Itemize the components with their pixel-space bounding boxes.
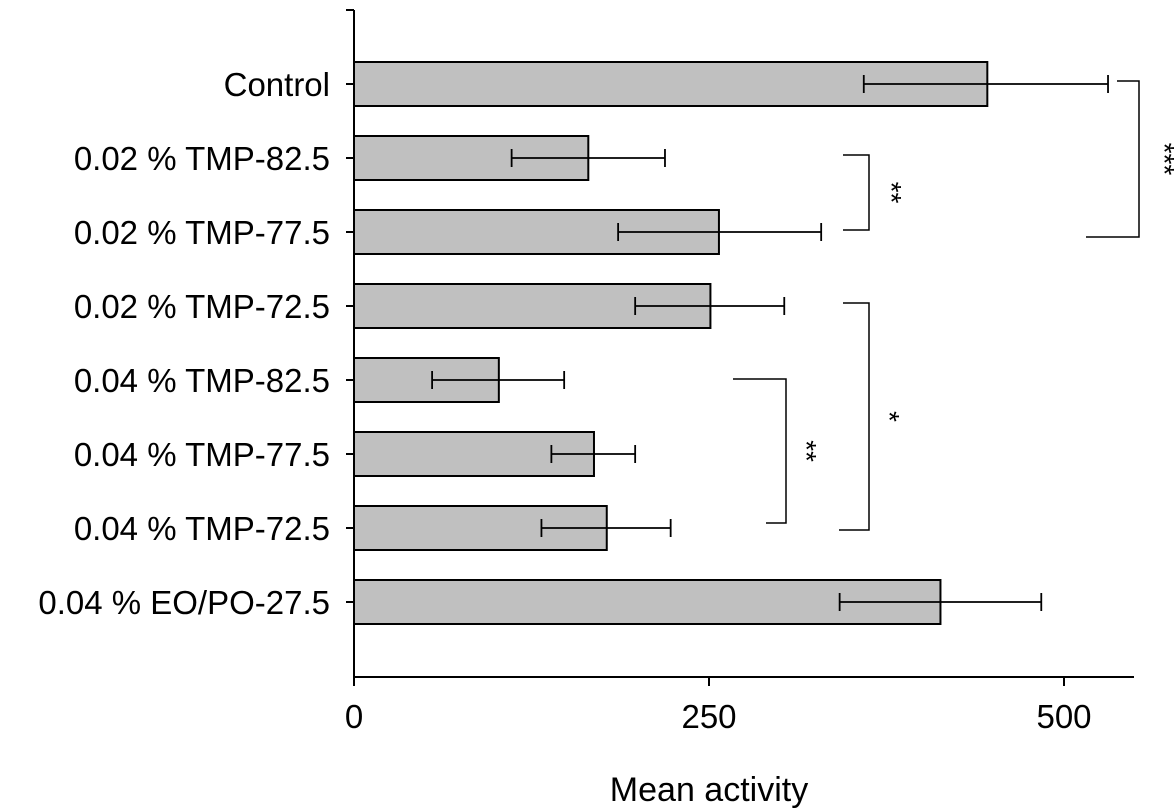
category-label-3: 0.02 % TMP-72.5 xyxy=(74,288,330,325)
significance-label-2: * xyxy=(874,411,905,422)
tick-label-0: 0 xyxy=(345,698,363,735)
category-label-4: 0.04 % TMP-82.5 xyxy=(74,362,330,399)
x-axis-label: Mean activity xyxy=(610,771,808,809)
significance-label-0: *** xyxy=(1149,143,1174,176)
error-bars-group xyxy=(431,75,1109,611)
category-label-7: 0.04 % EO/PO-27.5 xyxy=(38,584,330,621)
tick-label-2: 500 xyxy=(1036,698,1091,735)
significance-group: ******** xyxy=(733,80,1174,531)
significance-bracket-0 xyxy=(1086,80,1140,238)
category-labels-group: Control 0.02 % TMP-82.5 0.02 % TMP-77.5 0.0… xyxy=(38,66,330,621)
bars-group xyxy=(353,61,989,625)
significance-label-3: ** xyxy=(791,440,822,462)
significance-bracket-1 xyxy=(843,154,870,231)
category-label-0: Control xyxy=(224,66,330,103)
tick-labels-group: 0 250 500 xyxy=(345,698,1092,735)
axes-group xyxy=(346,9,1134,686)
category-label-6: 0.04 % TMP-72.5 xyxy=(74,510,330,547)
category-label-1: 0.02 % TMP-82.5 xyxy=(74,140,330,177)
category-label-5: 0.04 % TMP-77.5 xyxy=(74,436,330,473)
category-label-2: 0.02 % TMP-77.5 xyxy=(74,214,330,251)
significance-bracket-3 xyxy=(733,378,787,524)
significance-label-1: ** xyxy=(876,182,907,204)
tick-label-1: 250 xyxy=(681,698,736,735)
significance-bracket-2 xyxy=(839,302,870,531)
